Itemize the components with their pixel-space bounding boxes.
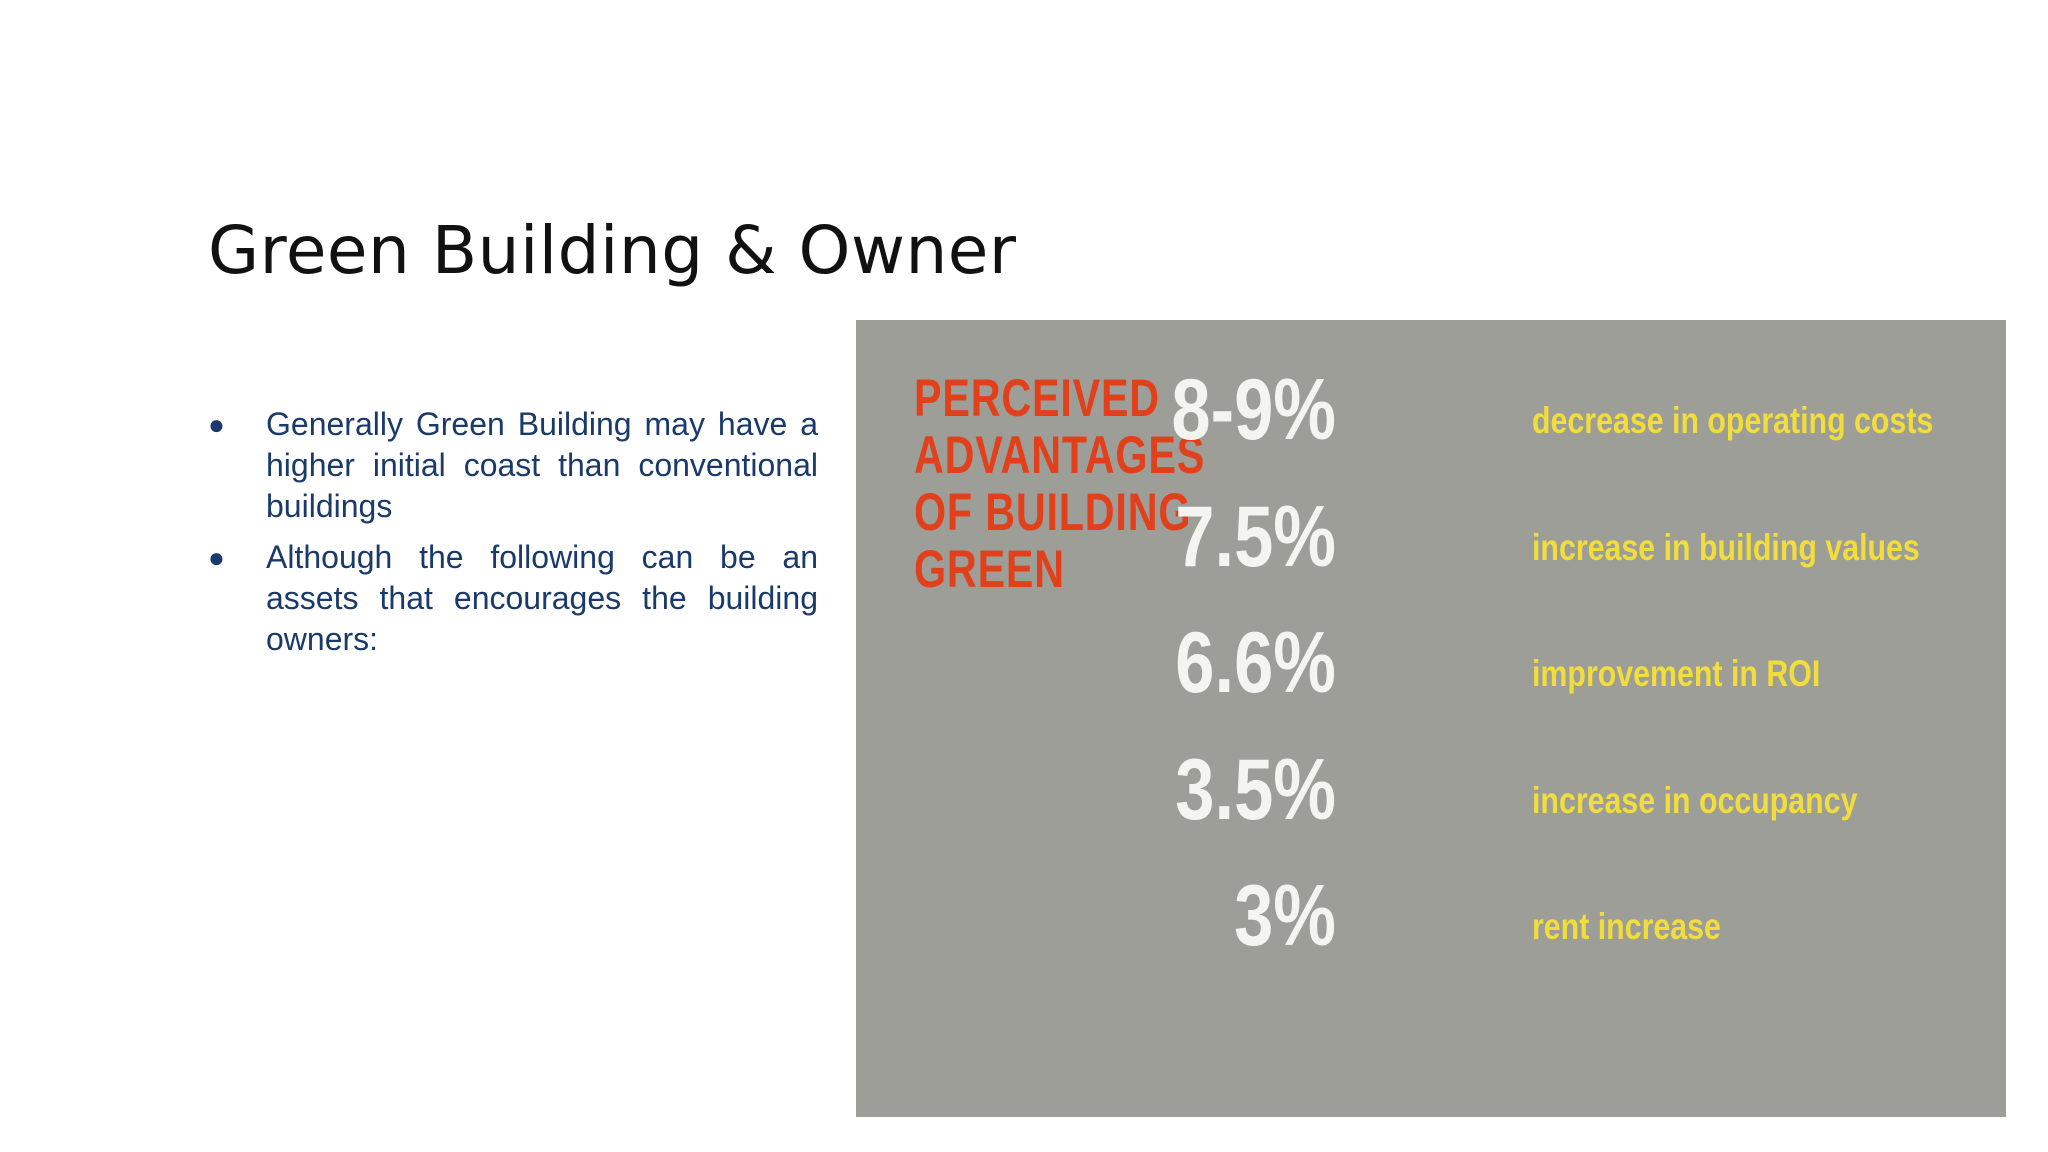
bullet-item: ● Although the following can be an asset…	[208, 537, 818, 660]
stat-description: improvement in ROI	[1532, 653, 1821, 694]
slide-title: Green Building & Owner	[208, 212, 1017, 289]
bullet-text: Generally Green Building may have a high…	[266, 406, 818, 524]
stat-row: 7.5% increase in building values	[856, 487, 2006, 587]
bullet-marker-icon: ●	[208, 409, 225, 440]
stat-description: rent increase	[1532, 906, 1721, 947]
bullet-marker-icon: ●	[208, 542, 225, 573]
bullet-text: Although the following can be an assets …	[266, 539, 818, 657]
stat-value: 8-9%	[1171, 362, 1336, 458]
stat-row: 6.6% improvement in ROI	[856, 613, 2006, 713]
stat-description: increase in building values	[1532, 527, 1920, 568]
bullet-item: ● Generally Green Building may have a hi…	[208, 404, 818, 527]
stat-row: 3% rent increase	[856, 866, 2006, 966]
stat-value: 3%	[1234, 868, 1336, 964]
infographic-panel: PERCEIVED ADVANTAGES OF BUILDING GREEN 8…	[856, 320, 2006, 1117]
stat-description: decrease in operating costs	[1532, 400, 1934, 441]
stat-row: 8-9% decrease in operating costs	[856, 360, 2006, 460]
infographic-heading: PERCEIVED ADVANTAGES OF BUILDING GREEN	[914, 369, 1206, 599]
stat-value: 3.5%	[1175, 742, 1336, 838]
bullet-list: ● Generally Green Building may have a hi…	[208, 404, 818, 670]
stat-value: 7.5%	[1175, 489, 1336, 585]
stat-value: 6.6%	[1175, 615, 1336, 711]
stat-row: 3.5% increase in occupancy	[856, 740, 2006, 840]
stat-description: increase in occupancy	[1532, 780, 1858, 821]
